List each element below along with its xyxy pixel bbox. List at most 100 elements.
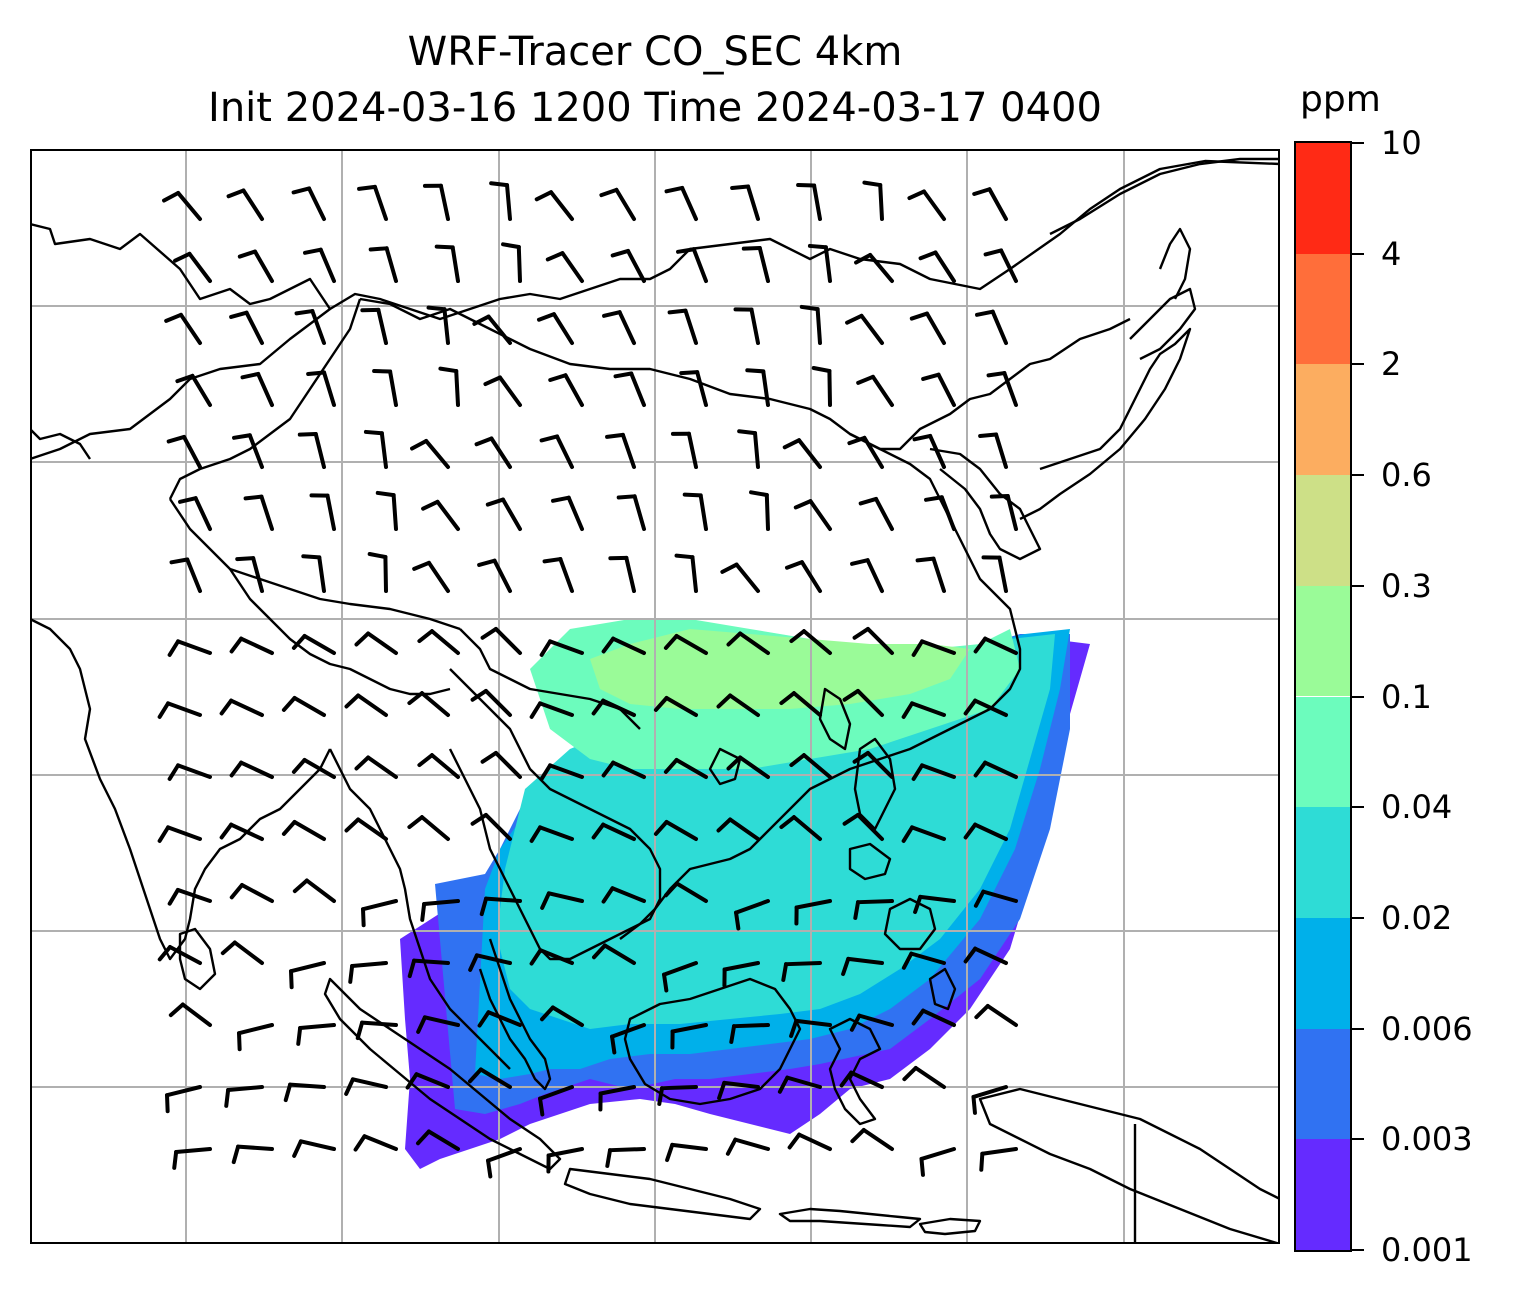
wind-barb <box>601 886 646 904</box>
wind-barb <box>297 432 326 469</box>
wind-barb <box>283 1082 326 1103</box>
wind-barb <box>348 961 388 984</box>
wind-barb <box>779 815 822 841</box>
wind-barb <box>367 552 388 593</box>
wind-barb <box>662 961 698 993</box>
wind-barb <box>610 248 646 283</box>
wind-barb <box>237 249 274 283</box>
wind-barb <box>729 1023 770 1044</box>
colorbar-tick <box>1352 584 1364 587</box>
coastline-caspian <box>30 428 91 460</box>
wind-barb <box>842 812 884 841</box>
wind-barb <box>291 634 336 655</box>
wind-barb <box>674 553 698 593</box>
wind-barb <box>407 691 450 717</box>
coastline-philippines-luzon <box>853 737 897 831</box>
colorbar-tick <box>1352 916 1364 919</box>
colorbar-tick-label: 0.04 <box>1381 788 1453 827</box>
wind-barb <box>852 626 894 655</box>
colorbar-band-3 <box>1296 807 1350 918</box>
wind-barb <box>291 186 326 221</box>
map-frame <box>30 149 1280 1244</box>
wind-barb <box>901 701 946 719</box>
colorbar-band-8 <box>1296 253 1350 365</box>
wind-barb <box>292 878 336 903</box>
wind-barb <box>529 825 574 843</box>
wind-barb <box>415 1129 460 1151</box>
wind-barb <box>220 940 264 965</box>
tracer-band-0-1 <box>590 629 970 709</box>
wind-barb <box>417 753 460 779</box>
colorbar-tick-label: 0.006 <box>1381 1009 1473 1048</box>
wind-barb <box>551 495 584 531</box>
colorbar-band-7 <box>1296 364 1350 476</box>
wind-barb <box>975 309 1008 345</box>
wind-barb <box>850 1127 894 1151</box>
wind-barb <box>301 554 326 593</box>
wind-barb <box>407 958 450 979</box>
wind-barb <box>902 1065 946 1089</box>
wind-barb <box>918 250 956 283</box>
wind-barb <box>842 688 884 717</box>
wind-barb <box>796 183 822 221</box>
wind-barb <box>972 187 1008 221</box>
wind-barb <box>716 817 760 841</box>
wind-barb <box>363 429 388 469</box>
wind-barb <box>237 1023 274 1052</box>
coastline-japan-honshu <box>1019 327 1192 521</box>
wind-barb <box>178 496 212 531</box>
wind-barb <box>480 626 522 655</box>
wind-barb <box>477 558 512 593</box>
wind-barb <box>734 899 770 931</box>
wind-barb <box>168 1002 212 1027</box>
coastline-indochina <box>448 668 662 961</box>
border-china-central-asia <box>169 498 461 631</box>
wind-barb <box>670 1023 708 1050</box>
wind-barb <box>591 698 636 717</box>
colorbar-tick-label: 0.3 <box>1381 566 1432 605</box>
wind-barb <box>599 187 636 221</box>
wind-barb <box>529 948 574 966</box>
wind-barb <box>981 555 1008 593</box>
wind-barb <box>909 311 946 345</box>
wind-barb <box>536 312 574 345</box>
colorbar-band-4 <box>1296 696 1350 808</box>
wind-barb <box>468 953 512 972</box>
colorbar-tick <box>1352 474 1364 477</box>
wind-barb <box>172 1147 212 1170</box>
wind-barb <box>235 556 264 593</box>
wind-barb <box>716 693 760 717</box>
wind-barb <box>854 252 894 283</box>
colorbar-tick <box>1352 1027 1364 1030</box>
wind-barb <box>229 310 264 345</box>
coastline-japan-hokkaido <box>1129 287 1197 361</box>
wind-barb <box>852 750 894 779</box>
wind-barb <box>726 631 770 655</box>
wind-barb <box>963 698 1008 717</box>
wind-barb <box>355 1020 398 1041</box>
wind-barb <box>921 372 956 407</box>
colorbar-tick-label: 10 <box>1381 124 1422 162</box>
wind-barb <box>974 1003 1018 1027</box>
wind-barb <box>421 499 460 531</box>
wind-barb <box>289 961 326 990</box>
wind-barb <box>983 248 1018 283</box>
wind-barb <box>793 499 832 531</box>
colorbar <box>1294 141 1352 1252</box>
wind-barb <box>591 943 636 965</box>
wind-barb <box>726 755 770 779</box>
wind-barb <box>483 375 522 407</box>
plot-title-line-2: Init 2024-03-16 1200 Time 2024-03-17 040… <box>208 85 1102 131</box>
wind-barb <box>232 433 264 469</box>
colorbar-tick <box>1352 695 1364 698</box>
wind-barb <box>730 184 760 221</box>
wind-barb <box>807 243 832 283</box>
wind-barb <box>610 1023 646 1055</box>
wind-barb <box>344 1077 388 1096</box>
wind-barb <box>653 696 698 717</box>
coastline-bay-of-bengal-east <box>328 748 511 1070</box>
coastline-sulawesi <box>828 1017 882 1126</box>
wind-barb <box>292 1139 336 1158</box>
coastline-halmahera <box>928 967 957 1011</box>
wind-barb <box>971 1085 1008 1115</box>
